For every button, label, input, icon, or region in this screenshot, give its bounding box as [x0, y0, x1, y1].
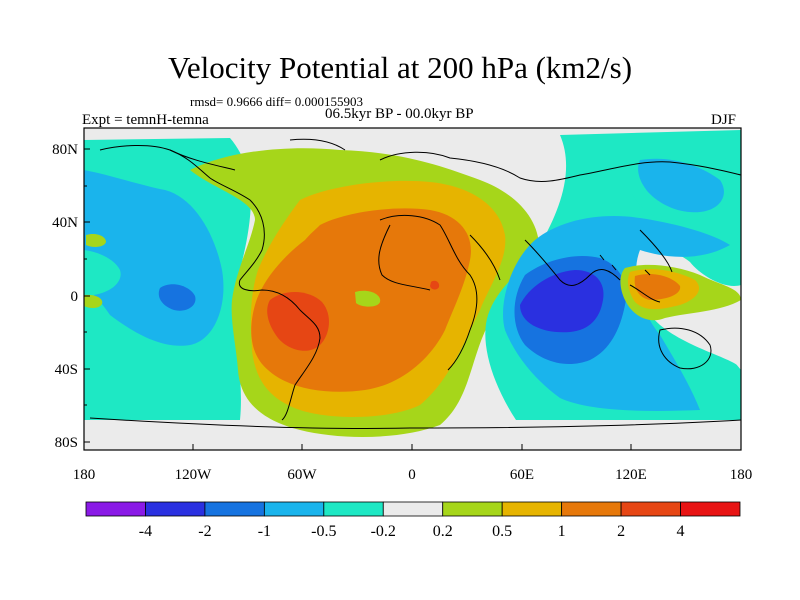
y-tick-labels: 80N 40N 0 40S 80S: [52, 142, 78, 451]
colorbar-label: 0.2: [433, 523, 453, 540]
colorbar-swatch: [382, 501, 444, 517]
colorbar-label: -2: [198, 523, 211, 540]
x-tick-label: 60E: [510, 467, 534, 483]
colorbar-label: 1: [558, 523, 566, 540]
contour-east-pacific-neutral: [700, 300, 741, 370]
colorbar-label: 0.5: [492, 523, 512, 540]
y-ticks: [84, 148, 90, 443]
y-tick-label: 80S: [55, 435, 78, 451]
colorbar-label: -0.2: [371, 523, 396, 540]
y-tick-label: 80N: [52, 142, 78, 158]
stats-label: rmsd= 0.9666 diff= 0.000155903: [190, 94, 363, 109]
colorbar-swatch: [501, 501, 563, 517]
colorbar-label: 4: [677, 523, 685, 540]
period-label: 06.5kyr BP - 00.0kyr BP: [325, 106, 474, 122]
x-tick-label: 180: [73, 467, 96, 483]
colorbar-swatch: [323, 501, 384, 517]
x-tick-label: 0: [408, 467, 416, 483]
contour-pacific-west-p1: [86, 233, 106, 247]
x-tick-label: 120W: [175, 467, 213, 483]
contour-pacific-west-p1b: [84, 294, 103, 309]
colorbar-swatch: [204, 501, 265, 517]
colorbar-swatch: [442, 501, 503, 517]
contour-indian-ocean-n4: [520, 270, 604, 333]
colorbar-swatch: [263, 501, 325, 517]
colorbar-swatch: [561, 501, 622, 517]
x-tick-label: 180: [730, 467, 753, 483]
contour-field: [84, 128, 741, 450]
season-label: DJF: [711, 112, 737, 128]
contour-pacific-west-inner-n1: [84, 250, 121, 296]
experiment-label: Expt = temnH-temna: [82, 112, 209, 128]
colorbar-label: 2: [617, 523, 625, 540]
x-tick-labels: 180 120W 60W 0 60E 120E 180: [73, 467, 753, 483]
colorbar: -4 -2 -1 -0.5 -0.2 0.2 0.5 1 2 4: [85, 501, 741, 540]
contour-west-pacific-p3: [634, 274, 681, 300]
colorbar-label: -4: [139, 523, 152, 540]
contour-south-america-p4: [267, 291, 329, 351]
colorbar-swatch: [620, 501, 681, 517]
y-tick-label: 40S: [55, 362, 78, 378]
colorbar-swatch: [85, 501, 146, 517]
map-title: Velocity Potential at 200 hPa (km2/s): [167, 50, 633, 85]
x-ticks: [83, 444, 742, 450]
contour-pacific-west-n3: [158, 284, 196, 311]
contour-africa-p4-spot: [430, 280, 440, 290]
x-tick-label: 120E: [615, 467, 647, 483]
colorbar-label: -0.5: [311, 523, 336, 540]
x-tick-label: 60W: [287, 467, 317, 483]
y-tick-label: 0: [71, 289, 79, 305]
y-tick-label: 40N: [52, 215, 78, 231]
coastlines: [89, 138, 741, 429]
colorbar-label: -1: [258, 523, 271, 540]
contour-atlantic-p1-tongue: [355, 290, 381, 307]
colorbar-swatch: [680, 501, 741, 517]
contour-north-pacific-n2: [638, 158, 724, 213]
colorbar-swatch: [145, 501, 206, 517]
